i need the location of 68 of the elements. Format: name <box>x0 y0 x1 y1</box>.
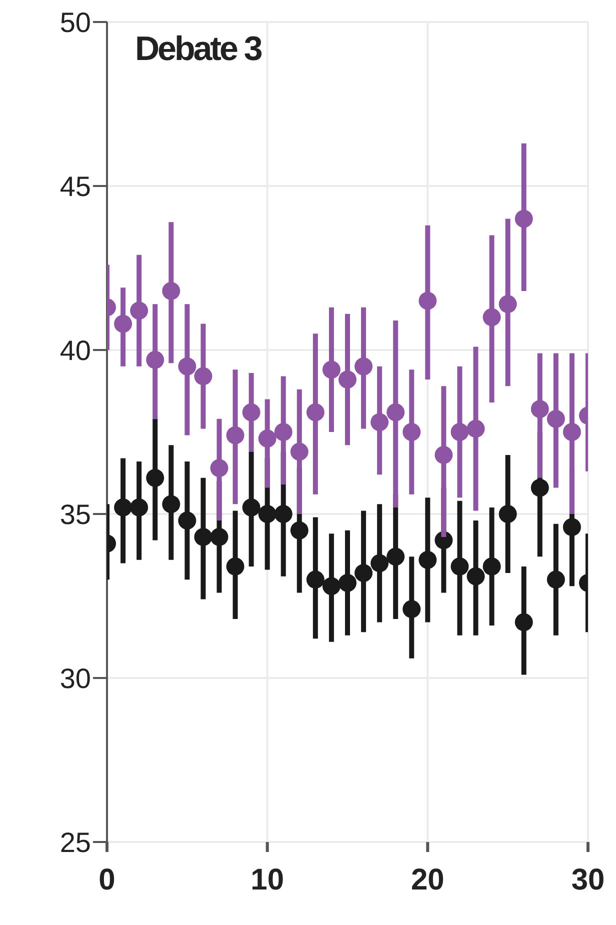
point <box>546 410 565 428</box>
x-tick-label: 20 <box>410 863 444 896</box>
point <box>194 528 212 546</box>
y-tick-label: 35 <box>60 498 91 530</box>
point <box>130 498 148 516</box>
point <box>258 430 276 448</box>
point <box>386 403 405 422</box>
point <box>290 521 308 540</box>
point <box>450 557 469 576</box>
point <box>466 567 485 586</box>
point <box>322 577 340 596</box>
point <box>242 403 260 422</box>
point <box>114 314 132 333</box>
point <box>114 498 132 516</box>
point <box>146 468 164 487</box>
point <box>530 400 549 418</box>
x-tick-label: 10 <box>250 863 284 896</box>
y-tick-label: 30 <box>60 662 91 694</box>
point <box>482 308 501 326</box>
point <box>370 554 389 572</box>
y-tick-label: 50 <box>60 6 91 38</box>
y-tick-label: 25 <box>60 826 91 858</box>
point <box>162 282 180 300</box>
point <box>562 518 581 536</box>
point <box>258 505 276 523</box>
point <box>338 370 356 389</box>
point <box>354 564 373 582</box>
point <box>146 350 164 369</box>
point <box>306 570 324 589</box>
point <box>274 505 292 523</box>
point <box>466 420 485 438</box>
point <box>386 548 405 566</box>
point <box>498 295 517 314</box>
point <box>418 292 437 310</box>
point <box>210 528 228 546</box>
y-tick-label: 40 <box>60 334 91 366</box>
point <box>226 426 244 444</box>
point <box>226 557 244 576</box>
point <box>178 512 196 530</box>
point <box>130 302 148 320</box>
point <box>370 413 389 432</box>
point <box>514 210 533 228</box>
point <box>514 613 533 632</box>
point <box>338 574 356 592</box>
x-tick-label: 0 <box>98 863 116 896</box>
point <box>242 498 260 516</box>
point <box>354 357 373 376</box>
point <box>274 423 292 441</box>
x-tick-label: 30 <box>571 863 605 896</box>
point <box>194 367 212 386</box>
point <box>322 360 340 379</box>
point <box>482 557 501 576</box>
point <box>418 550 437 569</box>
point <box>306 403 324 422</box>
point <box>530 478 549 497</box>
point <box>450 423 469 441</box>
point <box>546 570 565 589</box>
point <box>210 459 228 478</box>
point <box>178 357 196 376</box>
point <box>402 423 421 441</box>
y-tick-label: 45 <box>60 170 91 202</box>
point <box>162 495 180 514</box>
point <box>402 600 421 618</box>
point <box>562 423 581 441</box>
chart-title: Debate 3 <box>135 30 261 69</box>
point <box>434 446 453 464</box>
point <box>498 505 517 523</box>
point <box>290 442 308 461</box>
